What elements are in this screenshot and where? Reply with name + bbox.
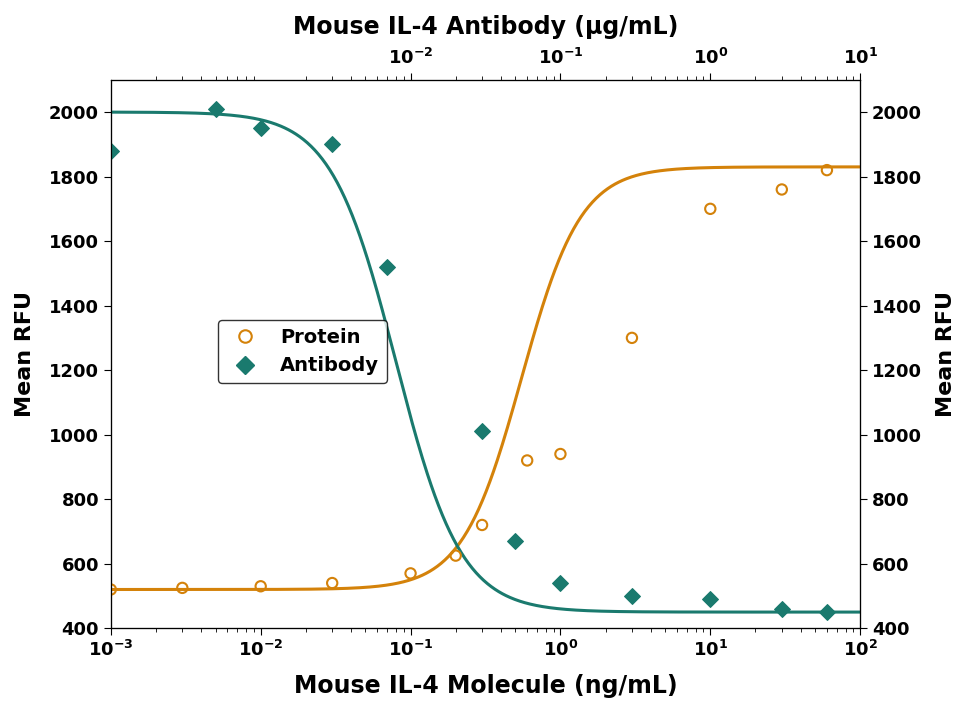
Point bbox=[508, 535, 523, 547]
Point bbox=[624, 332, 640, 344]
Point bbox=[474, 519, 489, 530]
Point bbox=[175, 583, 190, 594]
Point bbox=[448, 550, 463, 561]
X-axis label: Mouse IL-4 Antibody (μg/mL): Mouse IL-4 Antibody (μg/mL) bbox=[293, 15, 678, 39]
Legend: Protein, Antibody: Protein, Antibody bbox=[218, 320, 387, 383]
Point bbox=[774, 184, 789, 195]
Point bbox=[519, 455, 535, 466]
Point bbox=[552, 578, 568, 589]
Point bbox=[403, 568, 419, 579]
Point bbox=[380, 261, 395, 272]
Point bbox=[324, 138, 340, 150]
Point bbox=[252, 123, 268, 134]
X-axis label: Mouse IL-4 Molecule (ng/mL): Mouse IL-4 Molecule (ng/mL) bbox=[293, 674, 678, 698]
Point bbox=[820, 165, 835, 176]
Y-axis label: Mean RFU: Mean RFU bbox=[15, 291, 35, 417]
Point bbox=[820, 606, 835, 617]
Point bbox=[252, 580, 268, 592]
Point bbox=[208, 103, 223, 115]
Point bbox=[552, 448, 568, 460]
Point bbox=[774, 603, 789, 615]
Point bbox=[103, 584, 118, 595]
Point bbox=[474, 426, 489, 437]
Point bbox=[703, 593, 719, 605]
Point bbox=[103, 145, 118, 156]
Y-axis label: Mean RFU: Mean RFU bbox=[936, 291, 956, 417]
Point bbox=[703, 203, 719, 215]
Point bbox=[324, 578, 340, 589]
Point bbox=[624, 590, 640, 602]
